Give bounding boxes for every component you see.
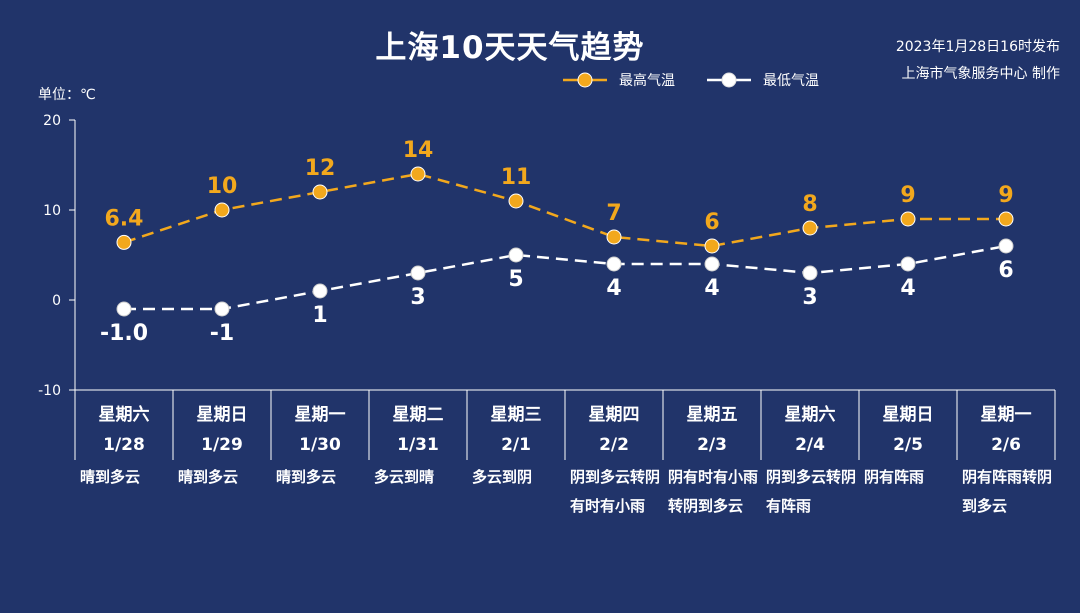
high-temp-point xyxy=(214,202,230,218)
date-label: 2/6 xyxy=(991,435,1021,455)
weather-description: 阴到多云转阴有阵雨 xyxy=(766,468,857,515)
unit-label: 单位：℃ xyxy=(38,87,96,103)
high-temp-label: 9 xyxy=(900,183,915,208)
day-column: 星期五 2/3 阴有时有小雨转阴到多云 xyxy=(663,400,761,515)
weather-description: 多云到晴 xyxy=(374,468,435,486)
weather-description: 晴到多云 xyxy=(80,468,141,486)
high-temp-point xyxy=(606,229,622,245)
low-temp-label: 1 xyxy=(312,303,327,328)
weekday-label: 星期日 xyxy=(882,405,934,425)
day-column: 星期日 2/5 阴有阵雨 xyxy=(859,400,957,486)
weekday-label: 星期一 xyxy=(980,405,1032,425)
weekday-label: 星期六 xyxy=(98,405,150,425)
weekday-label: 星期五 xyxy=(686,405,738,425)
weather-description: 阴到多云转阴有时有小雨 xyxy=(570,468,661,515)
weather-description: 晴到多云 xyxy=(276,468,337,486)
y-tick-label: 10 xyxy=(43,203,61,219)
high-temp-label: 7 xyxy=(606,201,621,226)
high-temp-point xyxy=(116,234,132,250)
day-column: 星期一 1/30 晴到多云 xyxy=(271,400,369,486)
high-temp-point xyxy=(410,166,426,182)
day-column: 星期四 2/2 阴到多云转阴有时有小雨 xyxy=(565,400,663,515)
date-label: 2/3 xyxy=(697,435,727,455)
y-tick-label: -10 xyxy=(38,383,61,399)
legend-low-marker xyxy=(707,72,751,88)
high-temp-label: 10 xyxy=(207,174,238,199)
issue-info: 2023年1月28日16时发布 上海市气象服务中心 制作 xyxy=(896,34,1060,88)
low-temp-point xyxy=(704,256,720,272)
date-label: 2/5 xyxy=(893,435,923,455)
low-temp-point xyxy=(214,301,230,317)
low-temp-point xyxy=(508,247,524,263)
date-label: 1/30 xyxy=(299,435,341,455)
high-temp-label: 11 xyxy=(501,165,532,190)
weather-description: 阴有时有小雨转阴到多云 xyxy=(668,468,759,515)
low-temp-label: -1 xyxy=(210,321,234,346)
high-temp-line xyxy=(123,172,1006,248)
low-temp-label: 3 xyxy=(802,285,817,310)
weekday-label: 星期六 xyxy=(784,405,836,425)
low-temp-line xyxy=(124,244,1007,311)
issuer: 上海市气象服务中心 制作 xyxy=(901,66,1060,82)
weekday-label: 星期三 xyxy=(490,405,542,425)
low-temp-label: 6 xyxy=(998,258,1013,283)
low-temp-point xyxy=(802,265,818,281)
high-temp-label: 6 xyxy=(704,210,719,235)
date-label: 1/31 xyxy=(397,435,439,455)
low-temp-label: 5 xyxy=(508,267,523,292)
low-temp-point xyxy=(900,256,916,272)
high-temp-label: 14 xyxy=(403,138,434,163)
low-temp-point xyxy=(312,283,328,299)
low-temp-point xyxy=(410,265,426,281)
weekday-label: 星期四 xyxy=(588,405,640,425)
legend-low-label: 最低气温 xyxy=(763,73,819,89)
day-column: 星期六 1/28 晴到多云 xyxy=(75,400,173,486)
weekday-label: 星期二 xyxy=(392,405,444,425)
chart-title: 上海10天天气趋势 xyxy=(375,30,645,66)
y-tick-label: 20 xyxy=(43,113,61,129)
high-temp-label: 12 xyxy=(305,156,336,181)
high-temp-point xyxy=(312,184,328,200)
high-temp-point xyxy=(704,238,720,254)
issue-time: 2023年1月28日16时发布 xyxy=(895,39,1060,55)
day-column: 星期六 2/4 阴到多云转阴有阵雨 xyxy=(761,400,859,515)
low-temp-point xyxy=(606,256,622,272)
legend-high-label: 最高气温 xyxy=(619,73,675,89)
low-temp-label: 3 xyxy=(410,285,425,310)
day-column: 星期一 2/6 阴有阵雨转阴到多云 xyxy=(957,400,1055,515)
high-temp-point xyxy=(998,211,1014,227)
low-temp-label: 4 xyxy=(704,276,719,301)
date-label: 1/29 xyxy=(201,435,243,455)
low-temp-label: 4 xyxy=(606,276,621,301)
high-temp-point xyxy=(508,193,524,209)
date-label: 2/4 xyxy=(795,435,825,455)
low-temp-point xyxy=(116,301,132,317)
legend-high-marker xyxy=(563,72,607,88)
weather-description: 阴有阵雨转阴到多云 xyxy=(962,468,1053,515)
legend-item-high: 最高气温 xyxy=(563,70,675,90)
date-label: 2/1 xyxy=(501,435,531,455)
date-label: 1/28 xyxy=(103,435,145,455)
high-temp-label: 8 xyxy=(802,192,817,217)
high-temp-point xyxy=(900,211,916,227)
weather-description: 晴到多云 xyxy=(178,468,239,486)
day-column: 星期三 2/1 多云到阴 xyxy=(467,400,565,486)
date-label: 2/2 xyxy=(599,435,629,455)
low-temp-point xyxy=(998,238,1014,254)
day-column: 星期日 1/29 晴到多云 xyxy=(173,400,271,486)
legend: 最高气温 最低气温 xyxy=(563,70,851,90)
weekday-label: 星期日 xyxy=(196,405,248,425)
weekday-label: 星期一 xyxy=(294,405,346,425)
day-column: 星期二 1/31 多云到晴 xyxy=(369,400,467,486)
weather-description: 阴有阵雨 xyxy=(864,468,925,486)
legend-item-low: 最低气温 xyxy=(707,70,819,90)
weather-description: 多云到阴 xyxy=(472,468,533,486)
high-temp-label: 6.4 xyxy=(105,206,144,231)
y-tick-label: 0 xyxy=(52,293,61,309)
low-temp-label: 4 xyxy=(900,276,915,301)
high-temp-label: 9 xyxy=(998,183,1013,208)
high-temp-point xyxy=(802,220,818,236)
low-temp-label: -1.0 xyxy=(100,321,148,346)
